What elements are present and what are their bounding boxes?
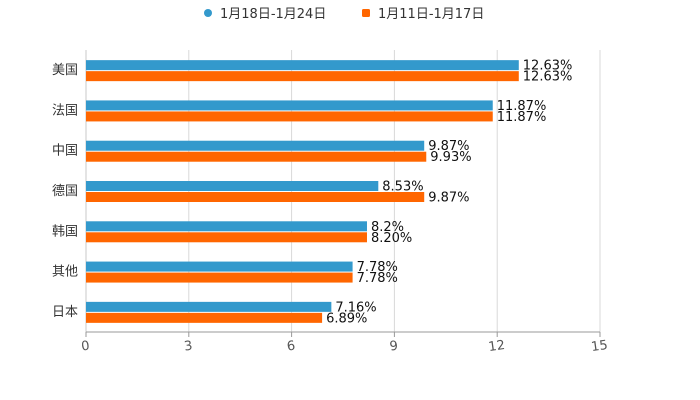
x-tick-label-12: 12 (487, 338, 505, 355)
legend-marker-1 (362, 9, 370, 17)
data-label: 8.20% (371, 231, 412, 246)
bar-series-1-5 (86, 272, 353, 283)
category-label: 韩国 (52, 224, 78, 239)
bar-series-0-2 (86, 140, 425, 151)
data-label: 11.87% (497, 110, 547, 125)
category-label: 法国 (52, 103, 78, 118)
data-label: 9.87% (428, 139, 469, 154)
x-tick-label-3: 3 (183, 339, 193, 355)
legend-marker-0 (204, 9, 212, 17)
bar-series-0-4 (86, 221, 367, 232)
data-label: 7.78% (357, 271, 398, 286)
data-label: 8.53% (382, 180, 423, 195)
data-label: 7.16% (335, 300, 376, 315)
x-tick-label-9: 9 (389, 339, 399, 355)
category-label: 其他 (52, 265, 78, 280)
data-label: 11.87% (497, 99, 547, 114)
x-tick-label-0: 0 (80, 339, 90, 355)
bar-series-1-1 (86, 111, 493, 122)
x-tick-label-15: 15 (590, 338, 608, 355)
bar-series-0-1 (86, 100, 493, 111)
bar-series-1-2 (86, 151, 427, 162)
category-label: 中国 (52, 144, 78, 159)
data-label: 9.87% (428, 191, 469, 206)
data-label: 7.78% (357, 260, 398, 275)
data-label: 6.89% (326, 311, 367, 326)
legend-label-0: 1月18日-1月24日 (220, 7, 326, 22)
x-tick-label-6: 6 (286, 339, 296, 355)
bar-series-1-3 (86, 192, 425, 202)
data-label: 12.63% (523, 70, 573, 85)
bar-series-1-0 (86, 71, 519, 82)
category-label: 日本 (52, 305, 78, 320)
bar-series-1-4 (86, 232, 367, 243)
legend-label-1: 1月11日-1月17日 (378, 7, 484, 22)
bar-series-0-5 (86, 261, 353, 272)
data-label: 9.93% (430, 150, 471, 165)
bar-series-0-0 (86, 60, 519, 71)
category-label: 德国 (52, 184, 78, 199)
category-label: 美国 (52, 63, 78, 78)
bar-series-0-6 (86, 301, 332, 312)
bar-series-0-3 (86, 181, 379, 191)
data-label: 8.2% (371, 220, 404, 235)
bar-series-1-6 (86, 312, 323, 323)
data-label: 12.63% (523, 59, 573, 74)
